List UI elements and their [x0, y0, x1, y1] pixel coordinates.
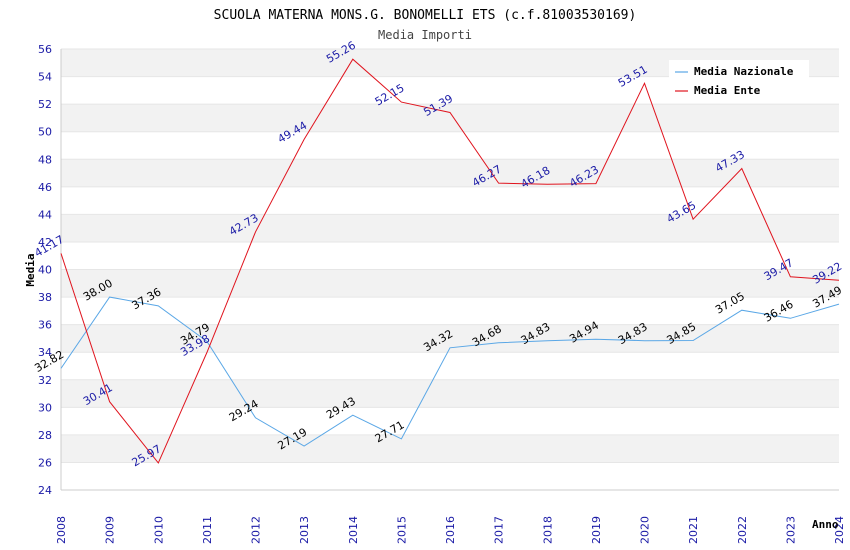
x-tick-label: 2010 [152, 516, 165, 544]
x-tick-label: 2021 [687, 516, 700, 544]
grid-band [61, 434, 839, 463]
grid-band [61, 241, 839, 270]
grid-band [61, 186, 839, 215]
y-tick-label: 50 [38, 126, 52, 139]
x-tick-label: 2017 [493, 516, 506, 544]
x-tick-label: 2009 [104, 516, 117, 544]
chart-subtitle: Media Importi [378, 28, 472, 42]
x-axis-label: Anno [812, 518, 839, 531]
grid-band [61, 104, 839, 132]
grid-band [61, 379, 839, 408]
y-axis-label: Media [24, 253, 37, 286]
x-tick-label: 2024 [833, 516, 846, 544]
y-axis-ticks: 24 26 28 30 32 34 36 38 40 42 44 46 48 50 52 54 56 [38, 43, 52, 497]
x-tick-label: 2014 [347, 516, 360, 544]
x-tick-label: 2016 [444, 516, 457, 544]
x-tick-label: 2008 [55, 516, 68, 544]
y-tick-label: 28 [38, 429, 52, 442]
y-tick-label: 42 [38, 236, 52, 249]
y-tick-label: 30 [38, 401, 52, 414]
y-tick-label: 26 [38, 456, 52, 469]
x-tick-label: 2022 [736, 516, 749, 544]
x-tick-label: 2012 [250, 516, 263, 544]
y-tick-label: 32 [38, 374, 52, 387]
y-tick-label: 36 [38, 319, 52, 332]
grid-band [61, 462, 839, 490]
series-lines [60, 58, 840, 464]
grid-band [61, 159, 839, 187]
legend-box [669, 60, 809, 102]
y-tick-label: 54 [38, 71, 52, 84]
x-tick-label: 2018 [541, 516, 554, 544]
y-tick-label: 56 [38, 43, 52, 56]
y-tick-label: 24 [38, 484, 52, 497]
y-tick-label: 44 [38, 208, 52, 221]
x-tick-label: 2015 [395, 516, 408, 544]
legend: Media Nazionale Media Ente [669, 60, 809, 102]
series-line-media-ente [60, 58, 840, 464]
series-line-media-nazionale [60, 296, 840, 447]
legend-label-media-nazionale: Media Nazionale [694, 65, 794, 78]
x-tick-label: 2019 [590, 516, 603, 544]
x-tick-label: 2023 [784, 516, 797, 544]
x-tick-label: 2011 [201, 516, 214, 544]
grid-band [61, 214, 839, 242]
legend-label-media-ente: Media Ente [694, 84, 761, 97]
grid-band [61, 269, 839, 298]
y-tick-label: 46 [38, 181, 52, 194]
y-tick-label: 52 [38, 98, 52, 111]
grid-band [61, 131, 839, 160]
y-tick-label: 38 [38, 291, 52, 304]
chart-title: SCUOLA MATERNA MONS.G. BONOMELLI ETS (c.… [214, 8, 637, 23]
grid-band [61, 352, 839, 380]
x-tick-label: 2013 [298, 516, 311, 544]
y-tick-label: 40 [38, 264, 52, 277]
x-axis-ticks: 2008 2009 2010 2011 2012 2013 2014 2015 2016 2017… [55, 516, 846, 544]
y-tick-label: 34 [38, 346, 52, 359]
grid-band [61, 407, 839, 435]
grid-band [61, 297, 839, 325]
x-tick-label: 2020 [639, 516, 652, 544]
y-tick-label: 48 [38, 153, 52, 166]
grid-bands [60, 48, 839, 491]
